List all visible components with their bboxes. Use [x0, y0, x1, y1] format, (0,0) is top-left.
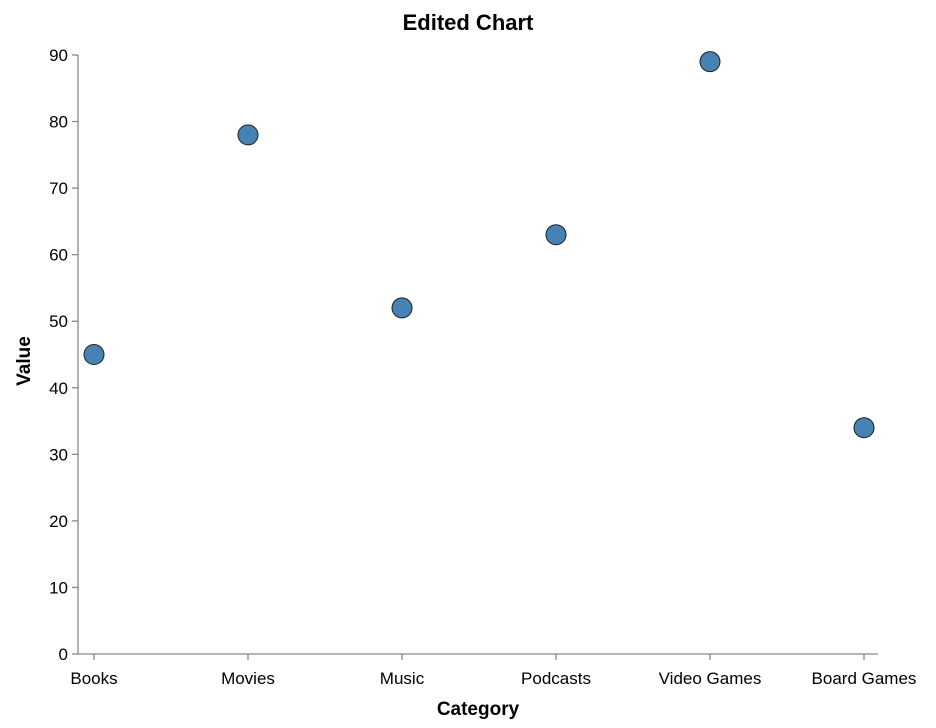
- y-tick-label-70: 70: [49, 179, 68, 198]
- data-points: [83, 51, 875, 439]
- x-tick-label-board-games: Board Games: [812, 669, 917, 688]
- point-board-games[interactable]: [853, 417, 875, 439]
- y-tick-label-40: 40: [49, 379, 68, 398]
- y-tick-label-20: 20: [49, 512, 68, 531]
- y-axis: 0 10 20 30 40 50 60 70 80 90: [49, 46, 79, 664]
- x-axis-title: Category: [437, 699, 520, 720]
- y-tick-label-0: 0: [59, 645, 68, 664]
- point-books[interactable]: [83, 344, 105, 365]
- x-tick-label-music: Music: [380, 669, 425, 688]
- x-axis: Books Movies Music Podcasts Video Games Board…: [70, 653, 917, 688]
- y-tick-label-30: 30: [49, 445, 68, 464]
- x-tick-label-books: Books: [70, 669, 117, 688]
- y-tick-label-10: 10: [49, 578, 68, 597]
- x-tick-label-movies: Movies: [221, 669, 275, 688]
- y-tick-label-60: 60: [49, 246, 68, 265]
- point-music[interactable]: [391, 297, 413, 319]
- y-axis-title: Value: [14, 336, 35, 386]
- point-video-games[interactable]: [699, 51, 721, 73]
- y-tick-label-90: 90: [49, 46, 68, 65]
- y-tick-label-80: 80: [49, 113, 68, 132]
- chart-title: Edited Chart: [403, 10, 534, 35]
- point-movies[interactable]: [237, 124, 259, 146]
- x-tick-label-video-games: Video Games: [659, 669, 762, 688]
- x-tick-label-podcasts: Podcasts: [521, 669, 591, 688]
- point-podcasts[interactable]: [545, 224, 567, 246]
- y-tick-label-50: 50: [49, 312, 68, 331]
